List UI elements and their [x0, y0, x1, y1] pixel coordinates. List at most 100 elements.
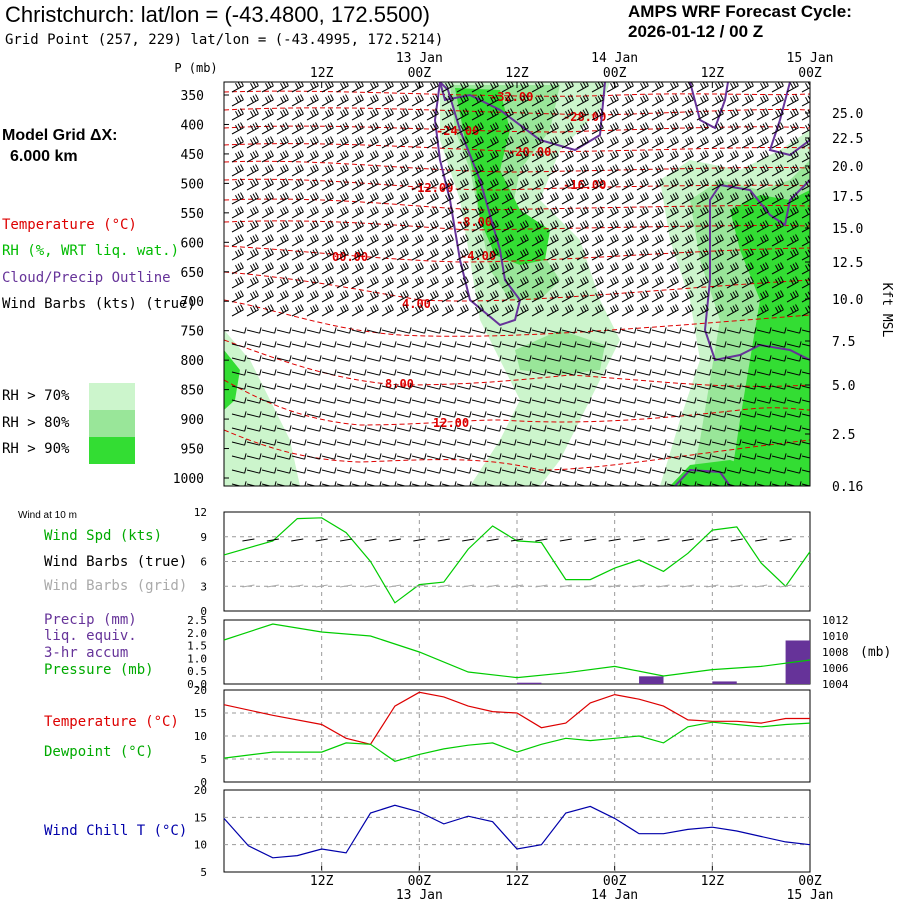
wind-barb [351, 262, 364, 275]
wind-barb [666, 341, 682, 348]
wind-barb [786, 355, 802, 362]
wind-barb [801, 193, 810, 205]
wind-barb [276, 290, 289, 303]
wind-barb [321, 248, 334, 261]
wind-barb [741, 234, 754, 247]
wind-barb [381, 108, 394, 121]
wind-barb [351, 467, 367, 474]
wind-barb [336, 290, 349, 303]
wind-barb [426, 467, 442, 474]
wind-barb [666, 439, 682, 446]
wind-barb [726, 220, 739, 233]
wind-barb [561, 383, 577, 390]
wind-barb [786, 290, 799, 303]
wind-barb [351, 164, 364, 177]
wind-barb [801, 249, 810, 261]
wind-barb [426, 82, 439, 93]
wind-barb [696, 234, 709, 247]
wind-barb [666, 108, 679, 121]
wind-barb [591, 248, 604, 261]
wind-10m-label: Wind at 10 m [18, 510, 77, 521]
dewpoint-label: Dewpoint (°C) [44, 744, 154, 760]
wind-barb [471, 397, 487, 404]
wind-barb [336, 122, 349, 135]
wind-barb [381, 178, 394, 191]
rh-80-label: RH > 80% [2, 415, 70, 431]
wind-barb [726, 108, 739, 121]
wind-chill-label: Wind Chill T (°C) [44, 823, 188, 839]
wind-barb [276, 262, 289, 275]
wind-barb [801, 357, 810, 361]
wind-barb [576, 425, 592, 432]
wind-barb [771, 94, 784, 107]
wind-barb [666, 164, 679, 177]
wind-barb [426, 327, 442, 334]
wind-barb [531, 234, 544, 247]
wind-barb [441, 262, 454, 275]
wind-barb [801, 165, 810, 177]
wind-barb [651, 108, 664, 121]
wind-barb [636, 248, 649, 261]
wind-barb [486, 411, 502, 418]
wind-barb [306, 355, 322, 362]
wind-barb [711, 304, 724, 317]
wind-barb [546, 467, 562, 474]
wind-barb [591, 369, 607, 376]
wind-barb [546, 411, 562, 418]
wind-barb [336, 262, 349, 275]
wind-barb [486, 206, 499, 219]
wind-barb [246, 122, 259, 135]
wind-barb [546, 150, 559, 163]
wind-barb [366, 276, 379, 289]
wind-barb [381, 304, 394, 317]
wind-barb [231, 453, 247, 460]
wind-barb [606, 164, 619, 177]
wind-barb [411, 206, 424, 219]
wind-barb [771, 178, 784, 191]
wind-barb [636, 94, 649, 107]
wind-barb [486, 453, 502, 460]
wind-barb [381, 439, 397, 446]
wind-barb [306, 439, 322, 446]
wind-barb [411, 248, 424, 261]
wind-barb [546, 276, 559, 289]
wind-barb [306, 304, 319, 317]
wind-barb [351, 397, 367, 404]
wind-barb [261, 178, 274, 191]
wind-barb [261, 122, 274, 135]
wind-barb [576, 276, 589, 289]
wind-barb [441, 248, 454, 261]
wind-barb [486, 262, 499, 275]
wind-barb [246, 341, 262, 348]
wind-barb [726, 262, 739, 275]
wind-barb [501, 164, 514, 177]
wind-barb [396, 108, 409, 121]
wind-barb [531, 304, 544, 317]
wind-barb [576, 164, 589, 177]
surface-wind-barb-grid [510, 584, 524, 588]
wind-barb [606, 276, 619, 289]
wind-barb [381, 383, 397, 390]
wind-barb [426, 262, 439, 275]
wind-barb [636, 234, 649, 247]
wind-barb [366, 467, 382, 474]
wind-barb [546, 108, 559, 121]
wind-barb [456, 304, 469, 317]
wind-barb [441, 397, 457, 404]
wind-barb [366, 192, 379, 205]
wind-barb [696, 248, 709, 261]
precip-ytick-label: 1.5 [187, 640, 207, 653]
wind-barb [696, 369, 712, 376]
height-tick-label: 0.16 [832, 480, 863, 495]
top-date-label: 13 Jan [396, 51, 443, 66]
wind-barb [591, 397, 607, 404]
wind-barb [741, 150, 754, 163]
wind-barb [741, 206, 754, 219]
wind-barb [636, 150, 649, 163]
wind-barb [546, 439, 562, 446]
bottom-time-tick: 00Z [408, 874, 432, 889]
surface-wind-barb [242, 538, 255, 542]
wind-barb [726, 82, 739, 93]
wind-barb [651, 304, 664, 317]
wind-barb [561, 355, 577, 362]
